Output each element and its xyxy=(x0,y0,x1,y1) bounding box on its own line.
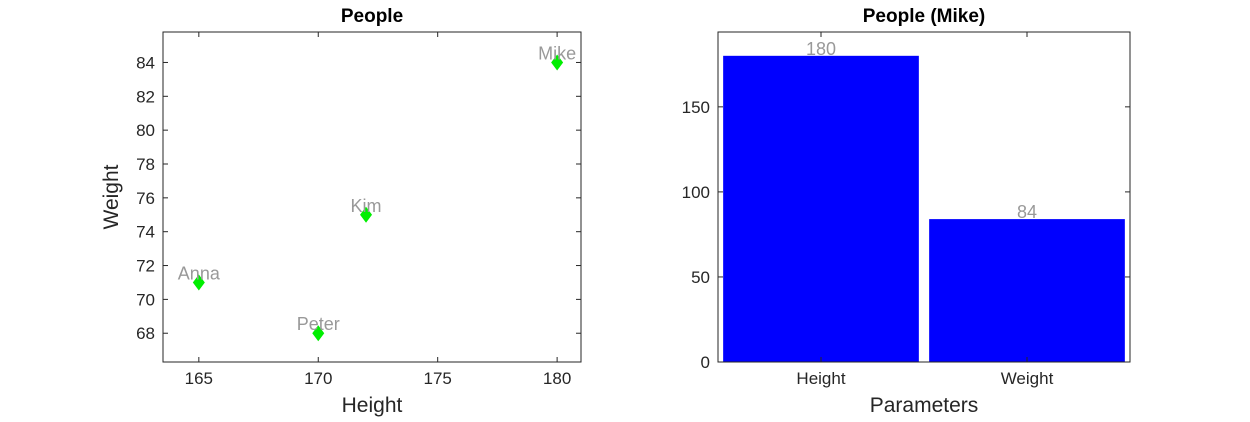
scatter-x-tick-label: 170 xyxy=(304,369,332,388)
scatter-y-tick-label: 80 xyxy=(136,121,155,140)
bar-data-label: 84 xyxy=(1017,202,1037,222)
scatter-y-tick-label: 72 xyxy=(136,257,155,276)
scatter-marks: Anna Peter Kim Mike xyxy=(178,43,576,342)
bar-height xyxy=(723,55,919,363)
scatter-x-tick-label: 165 xyxy=(185,369,213,388)
scatter-x-tick-label: 175 xyxy=(423,369,451,388)
scatter-ticks: 165 170 175 180 68 70 72 74 76 78 80 82 84 xyxy=(136,32,581,388)
scatter-plot-area xyxy=(162,31,582,363)
scatter-point-label: Mike xyxy=(538,43,576,63)
bar-weight xyxy=(929,219,1125,362)
scatter-point-peter xyxy=(312,325,325,342)
scatter-title: People xyxy=(341,6,403,27)
scatter-point-label: Anna xyxy=(178,263,221,283)
scatter-panel: 165 170 175 180 68 70 72 74 76 78 80 82 84 Anna Peter… xyxy=(100,6,582,417)
bar-x-tick-label: Weight xyxy=(1001,369,1054,388)
scatter-y-tick-label: 84 xyxy=(136,53,155,72)
scatter-point-kim xyxy=(360,206,373,223)
scatter-point-label: Peter xyxy=(297,314,340,334)
bar-axes-frame xyxy=(717,31,1131,363)
bar-panel: 180 84 Height Weight 0 50 100 150 People (Mike… xyxy=(682,6,1131,417)
scatter-y-tick-label: 74 xyxy=(136,223,155,242)
bar-x-axis-label: Parameters xyxy=(870,394,979,417)
bar-data-label: 180 xyxy=(806,39,836,59)
scatter-x-tick-label: 180 xyxy=(543,369,571,388)
scatter-y-axis-label: Weight xyxy=(100,164,123,229)
bar-title: People (Mike) xyxy=(863,6,985,27)
bar-y-tick-label: 50 xyxy=(691,268,710,287)
scatter-y-tick-label: 82 xyxy=(136,87,155,106)
scatter-y-tick-label: 68 xyxy=(136,324,155,343)
bar-y-tick-label: 100 xyxy=(682,183,710,202)
bar-y-tick-label: 150 xyxy=(682,98,710,117)
scatter-point-label: Kim xyxy=(351,196,382,216)
bar-ticks: Height Weight 0 50 100 150 xyxy=(682,31,1131,388)
bar-y-tick-label: 0 xyxy=(701,353,710,372)
bar-x-tick-label: Height xyxy=(796,369,845,388)
scatter-point-mike xyxy=(551,54,564,71)
scatter-y-tick-label: 76 xyxy=(136,189,155,208)
bar-marks: 180 84 xyxy=(723,39,1125,363)
scatter-x-axis-label: Height xyxy=(342,394,403,417)
scatter-point-anna xyxy=(192,274,205,291)
scatter-y-tick-label: 70 xyxy=(136,290,155,309)
scatter-y-tick-label: 78 xyxy=(136,155,155,174)
